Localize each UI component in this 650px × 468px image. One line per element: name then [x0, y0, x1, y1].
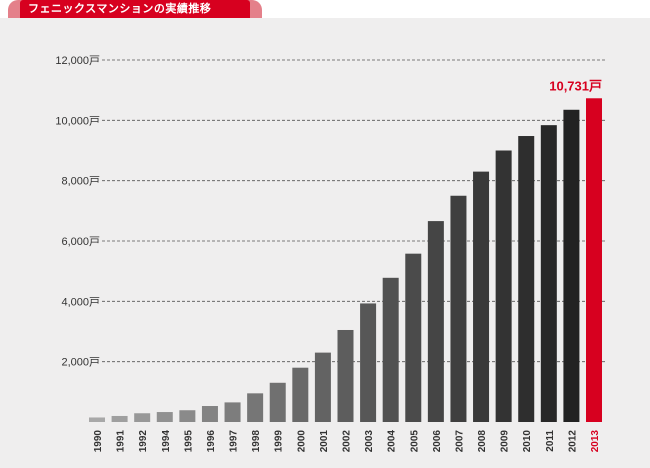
x-tick-label: 2010	[522, 430, 533, 453]
x-tick-label: 2012	[567, 430, 578, 453]
bar-1990	[89, 417, 105, 422]
bar-1999	[269, 382, 286, 422]
x-tick-label: 2005	[409, 430, 420, 453]
data-labels: 10,731戸	[549, 78, 602, 93]
x-tick-label: 1992	[138, 430, 149, 453]
x-tick-label: 1997	[229, 430, 240, 453]
bar-2007	[450, 195, 467, 422]
bar-2002	[337, 329, 354, 422]
title-tab: フェニックスマンションの実績推移	[8, 0, 262, 18]
bar-1992	[134, 413, 151, 422]
y-axis-tick-labels: 2,000戸 4,000戸 6,000戸 8,000戸 10,000戸 12,000戸	[55, 55, 100, 369]
y-tick-label: 10,000戸	[55, 115, 100, 127]
bar-2001	[314, 352, 331, 422]
bar-2010	[518, 136, 535, 422]
y-tick-label: 2,000戸	[61, 357, 100, 369]
highlight-value-label: 10,731戸	[549, 78, 602, 93]
bar-2013	[586, 98, 602, 423]
x-tick-label: 2002	[342, 430, 353, 453]
bars	[89, 98, 602, 423]
bar-2009	[495, 150, 512, 422]
x-tick-label: 2009	[500, 430, 511, 453]
title-tab-inner: フェニックスマンションの実績推移	[20, 0, 250, 18]
y-tick-label: 4,000戸	[61, 296, 100, 308]
x-tick-label: 2011	[545, 430, 556, 452]
x-tick-label: 1994	[161, 430, 172, 453]
bar-2004	[382, 277, 399, 422]
bar-1996	[201, 406, 218, 422]
bar-2006	[427, 221, 444, 422]
bar-2000	[292, 367, 309, 422]
x-tick-label: 2004	[387, 430, 398, 453]
chart-title: フェニックスマンションの実績推移	[28, 3, 212, 15]
x-tick-label: 1998	[251, 430, 262, 453]
bar-2008	[473, 171, 490, 422]
bar-1998	[247, 393, 264, 422]
x-tick-label: 1996	[206, 430, 217, 453]
x-axis-tick-labels: 1990 1991 1992 1994 1995 1996 1997 1998 1999 2000…	[93, 430, 601, 453]
bar-2003	[360, 303, 377, 422]
x-tick-label: 2006	[432, 430, 443, 453]
x-tick-label: 1990	[93, 430, 104, 453]
x-tick-label: 2001	[319, 430, 330, 453]
bar-2011	[540, 125, 557, 422]
bar-1991	[111, 415, 128, 422]
bar-1994	[156, 412, 173, 422]
y-tick-label: 6,000戸	[61, 236, 100, 248]
x-tick-label: 2003	[364, 430, 375, 453]
bar-2005	[405, 253, 422, 422]
bar-1997	[224, 402, 241, 422]
bar-1995	[179, 410, 196, 422]
bar-2012	[563, 109, 580, 423]
x-tick-label: 1991	[116, 430, 127, 453]
x-tick-label: 1995	[183, 430, 194, 453]
x-tick-label: 2007	[454, 430, 465, 453]
x-tick-label: 2013	[590, 430, 601, 453]
x-tick-label: 2000	[296, 430, 307, 453]
y-tick-label: 8,000戸	[61, 176, 100, 188]
x-tick-label: 1999	[274, 430, 285, 453]
x-tick-label: 2008	[477, 430, 488, 453]
y-tick-label: 12,000戸	[55, 55, 100, 67]
